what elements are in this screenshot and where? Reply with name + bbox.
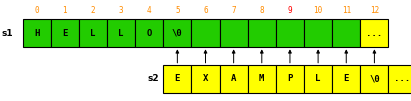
Bar (248, 19, 276, 47)
Text: 10: 10 (314, 6, 323, 15)
Bar (163, 19, 192, 47)
Bar (219, 19, 248, 47)
Bar (304, 19, 332, 47)
Text: H: H (34, 29, 39, 38)
Bar (51, 19, 79, 47)
Text: E: E (175, 74, 180, 83)
Text: 5: 5 (175, 6, 180, 15)
Text: s2: s2 (148, 74, 159, 83)
Bar (107, 19, 135, 47)
Text: M: M (259, 74, 265, 83)
Text: L: L (90, 29, 96, 38)
Bar (388, 65, 411, 93)
Text: 9: 9 (288, 6, 292, 15)
Text: L: L (315, 74, 321, 83)
Bar (79, 19, 107, 47)
Text: P: P (287, 74, 293, 83)
Bar (135, 19, 163, 47)
Bar (163, 65, 192, 93)
Text: 8: 8 (259, 6, 264, 15)
Text: ...: ... (366, 29, 383, 38)
Text: ...: ... (395, 74, 411, 83)
Bar (332, 65, 360, 93)
Text: 1: 1 (62, 6, 67, 15)
Text: X: X (203, 74, 208, 83)
Bar (23, 19, 51, 47)
Text: \0: \0 (172, 29, 183, 38)
Bar (360, 19, 388, 47)
Bar (276, 65, 304, 93)
Text: A: A (231, 74, 236, 83)
Text: 3: 3 (119, 6, 123, 15)
Text: 4: 4 (147, 6, 152, 15)
Text: 7: 7 (231, 6, 236, 15)
Bar (332, 19, 360, 47)
Text: \0: \0 (369, 74, 380, 83)
Text: 2: 2 (90, 6, 95, 15)
Text: E: E (344, 74, 349, 83)
Bar (219, 65, 248, 93)
Bar (248, 65, 276, 93)
Text: O: O (146, 29, 152, 38)
Text: E: E (62, 29, 67, 38)
Bar (276, 19, 304, 47)
Bar (304, 65, 332, 93)
Bar (360, 65, 388, 93)
Text: 6: 6 (203, 6, 208, 15)
Text: 11: 11 (342, 6, 351, 15)
Bar (192, 65, 219, 93)
Text: 0: 0 (34, 6, 39, 15)
Bar (192, 19, 219, 47)
Text: s1: s1 (1, 29, 13, 38)
Text: L: L (118, 29, 124, 38)
Text: 12: 12 (370, 6, 379, 15)
